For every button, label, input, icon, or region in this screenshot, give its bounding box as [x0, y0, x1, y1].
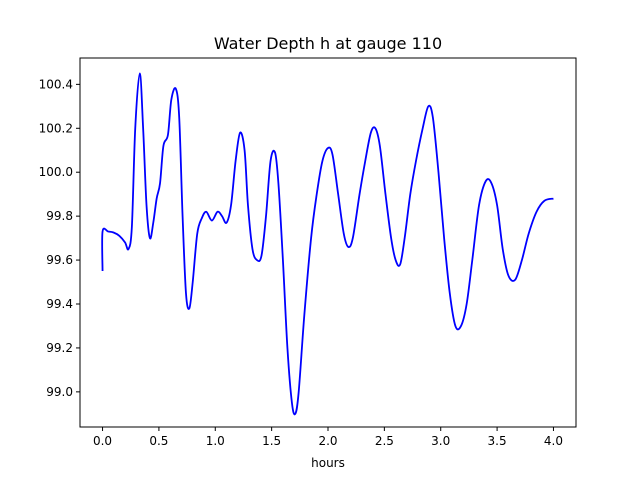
x-tick-label: 1.5 — [262, 434, 281, 448]
x-tick-label: 0.0 — [93, 434, 112, 448]
y-tick-label: 99.4 — [46, 297, 73, 311]
x-axis-label: hours — [311, 456, 345, 470]
x-tick-label: 4.0 — [544, 434, 563, 448]
y-tick-label: 99.0 — [46, 385, 73, 399]
y-tick-label: 100.2 — [39, 121, 73, 135]
chart-title: Water Depth h at gauge 110 — [214, 34, 442, 53]
plot-frame — [79, 57, 577, 428]
x-tick-label: 2.5 — [375, 434, 394, 448]
series-line — [101, 72, 554, 416]
y-tick-label: 100.4 — [39, 77, 73, 91]
x-tick-label: 1.0 — [206, 434, 225, 448]
plot-area — [80, 58, 576, 427]
y-tick-label: 100.0 — [39, 165, 73, 179]
x-axis-ticks: 0.0 0.5 1.0 1.5 2.0 2.5 3.0 3.5 4.0 — [93, 427, 563, 448]
y-tick-label: 99.6 — [46, 253, 73, 267]
y-tick-label: 99.8 — [46, 209, 73, 223]
x-tick-label: 3.0 — [431, 434, 450, 448]
y-tick-label: 99.2 — [46, 341, 73, 355]
x-tick-label: 0.5 — [149, 434, 168, 448]
x-tick-label: 2.0 — [318, 434, 337, 448]
y-axis-ticks: 99.0 99.2 99.4 99.6 99.8 100.0 100.2 100.4 — [39, 77, 80, 399]
x-tick-label: 3.5 — [488, 434, 507, 448]
